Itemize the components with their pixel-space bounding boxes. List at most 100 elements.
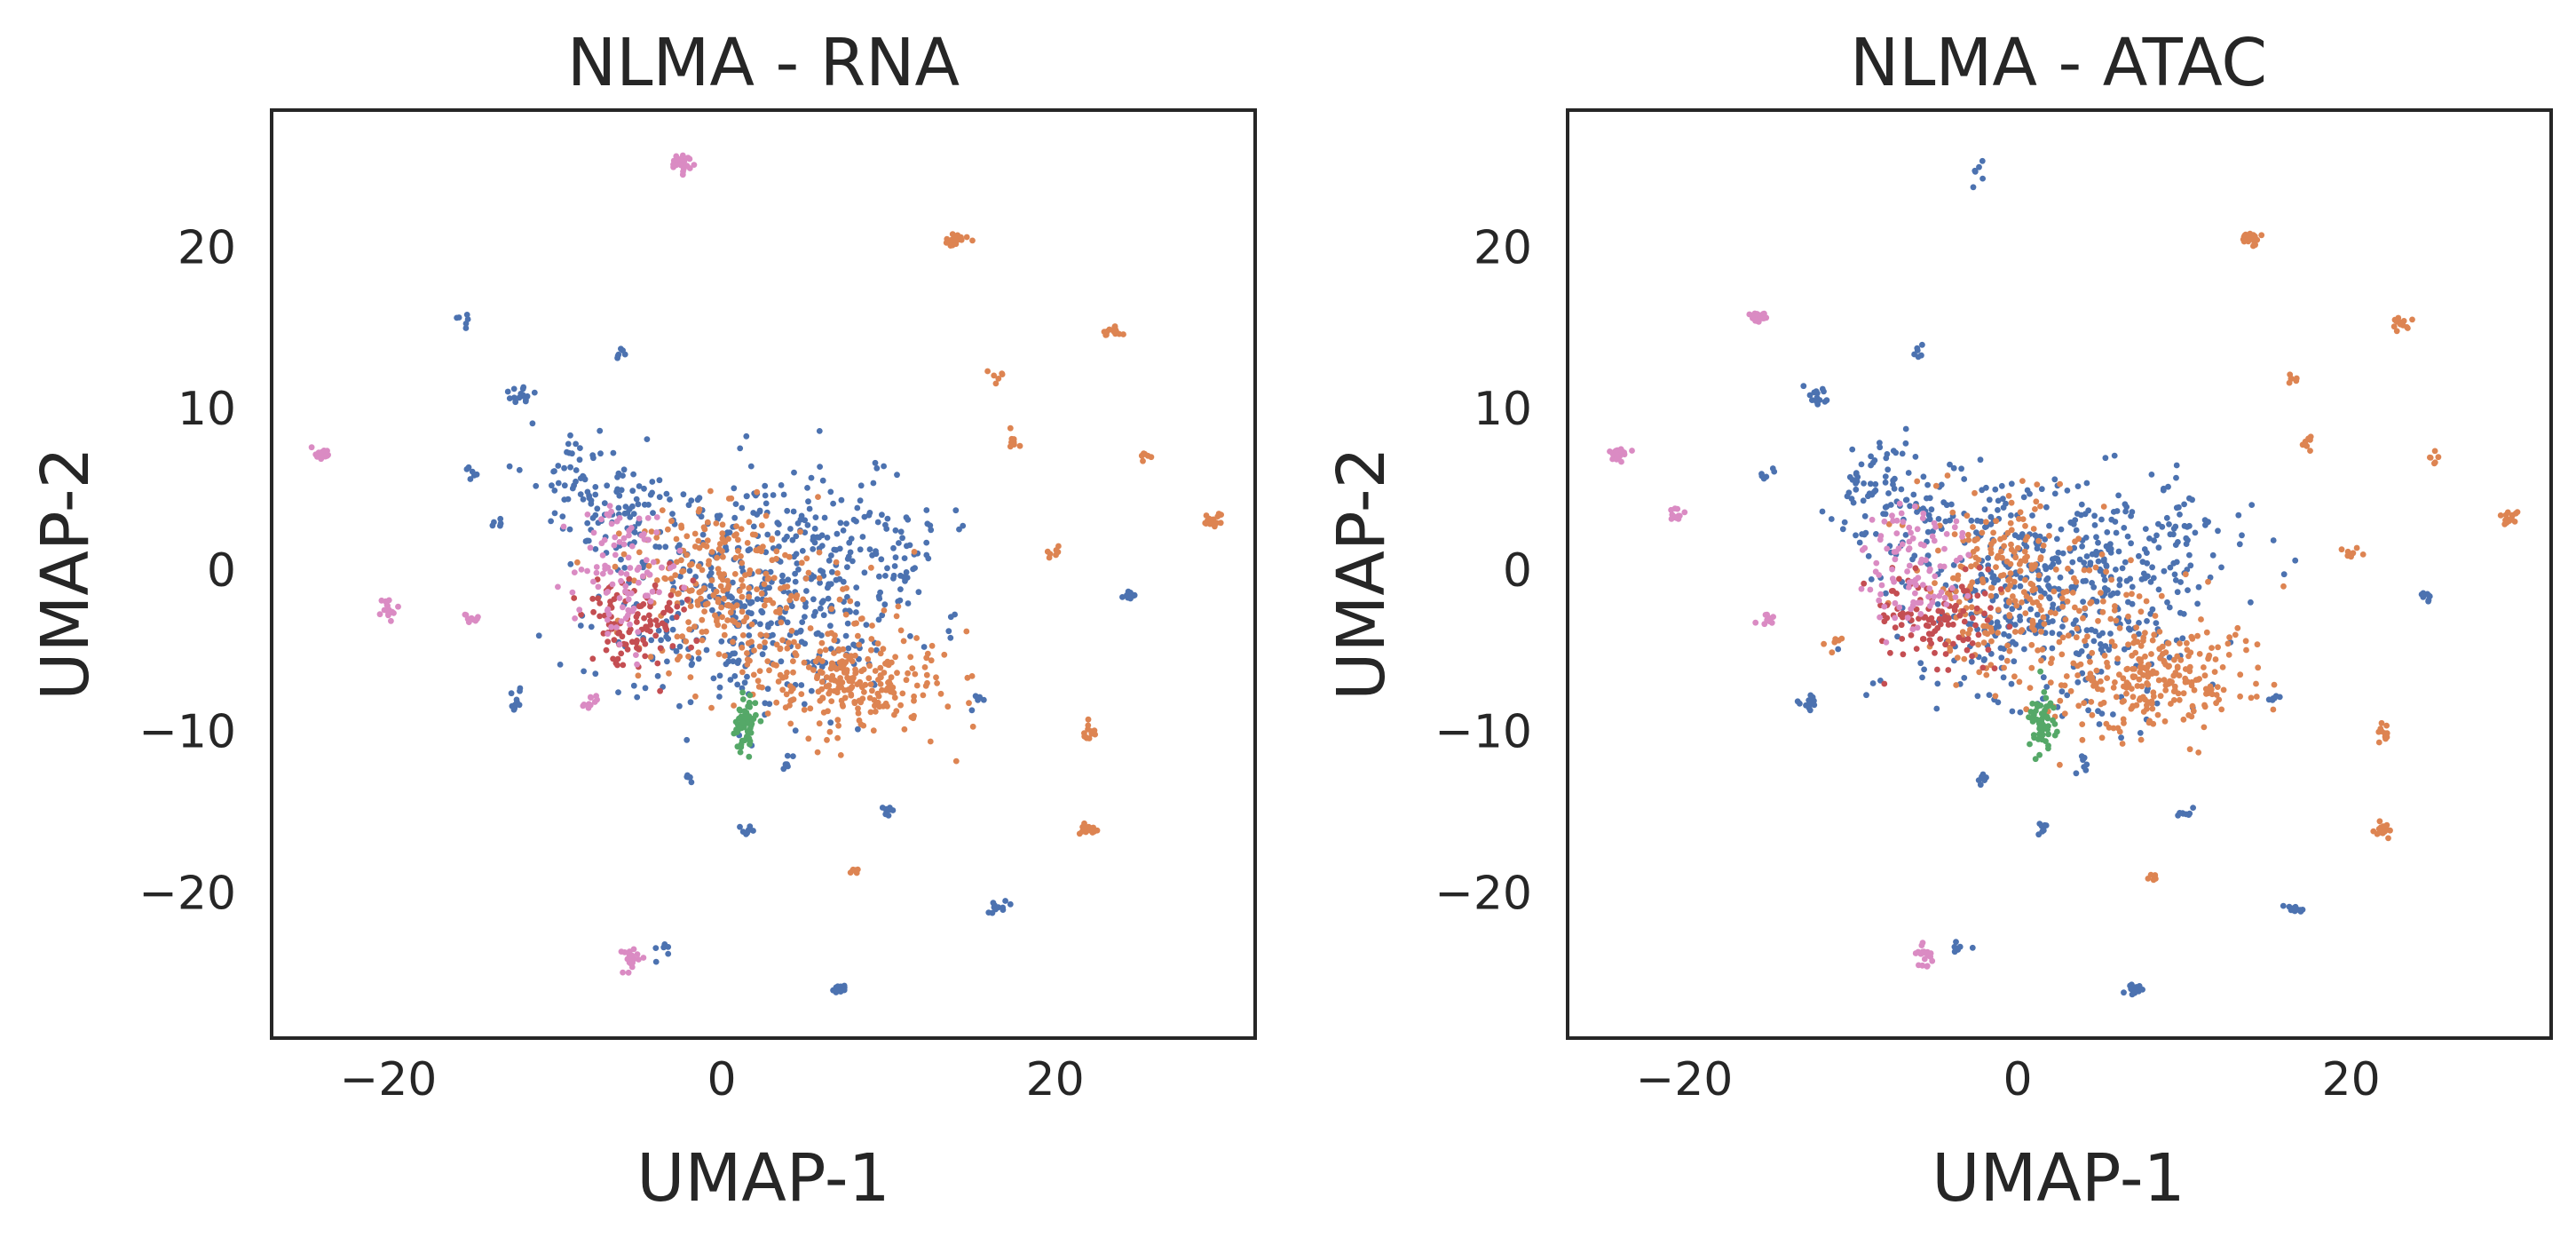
atac-point-c0	[2046, 595, 2053, 602]
atac-point-c0	[2103, 543, 2110, 550]
atac-point-c9	[1953, 518, 1960, 525]
atac-point-c33	[2185, 812, 2193, 818]
rna-point-c4	[901, 726, 908, 733]
atac-point-c5	[2015, 544, 2021, 551]
rna-point-c6	[701, 608, 707, 615]
atac-point-c5	[1914, 478, 1921, 485]
rna-point-c4	[912, 670, 919, 678]
atac-point-c9	[1890, 518, 1897, 524]
atac-point-c7	[1900, 610, 1906, 616]
atac-point-c9	[1921, 542, 1927, 549]
atac-scatter-points	[1607, 157, 2521, 998]
atac-point-c8	[1915, 599, 1922, 607]
atac-point-c8	[1917, 559, 1924, 566]
rna-point-c0	[662, 543, 669, 551]
rna-point-c40	[782, 761, 789, 768]
atac-point-c0	[2149, 564, 2156, 571]
atac-point-c8	[1927, 566, 1933, 573]
rna-point-c10	[739, 689, 746, 696]
atac-point-c0	[2021, 646, 2027, 653]
rna-point-c4	[739, 632, 747, 638]
atac-point-c4	[2172, 670, 2179, 676]
rna-point-c8	[593, 569, 600, 576]
rna-point-c0	[905, 600, 912, 607]
atac-point-c6	[2041, 621, 2048, 627]
rna-point-c3	[798, 512, 805, 519]
atac-point-c0	[1974, 693, 1981, 700]
rna-point-c9	[560, 523, 567, 530]
rna-point-c5	[717, 583, 724, 590]
atac-point-c9	[1895, 545, 1902, 552]
rna-point-c4	[855, 705, 861, 712]
rna-point-c4	[807, 705, 814, 712]
atac-point-c12	[2253, 237, 2260, 243]
rna-point-c4	[969, 723, 976, 730]
rna-point-c2	[555, 480, 562, 487]
atac-point-c3	[2163, 514, 2170, 521]
rna-point-c8	[629, 607, 636, 615]
atac-point-c1	[1907, 503, 1914, 510]
atac-point-c10	[2033, 708, 2039, 714]
rna-point-c8	[643, 592, 649, 599]
rna-point-c7	[647, 617, 653, 624]
rna-y-tick-label: 0	[207, 544, 236, 598]
rna-point-c0	[802, 614, 808, 620]
rna-point-c0	[818, 599, 826, 606]
atac-point-c2	[1882, 479, 1889, 486]
atac-point-c21	[1797, 700, 1803, 707]
rna-point-c6	[790, 658, 796, 664]
atac-point-c33	[2190, 805, 2197, 811]
rna-point-c8	[647, 598, 654, 605]
rna-point-c2	[592, 546, 599, 552]
rna-point-c2	[586, 495, 593, 502]
atac-point-c0	[2064, 692, 2071, 699]
rna-point-c23	[497, 522, 503, 529]
atac-point-c8	[1964, 592, 1972, 599]
atac-point-c7	[1984, 617, 1991, 623]
atac-point-c5	[1944, 472, 1951, 479]
atac-point-c7	[1925, 630, 1932, 638]
atac-point-c0	[2055, 549, 2062, 556]
rna-point-c2	[649, 489, 655, 496]
rna-point-c2	[577, 475, 584, 481]
rna-point-c0	[897, 528, 905, 535]
rna-point-c1	[669, 511, 676, 517]
atac-point-c12	[2258, 232, 2265, 239]
rna-point-c0	[861, 569, 868, 576]
rna-point-c10	[757, 718, 764, 725]
rna-point-c0	[827, 719, 834, 726]
atac-point-c0	[1950, 561, 1957, 568]
rna-point-c0	[879, 612, 886, 619]
rna-point-c4	[869, 687, 875, 694]
rna-point-c3	[859, 534, 866, 540]
rna-y-tick-label: 20	[178, 222, 236, 275]
atac-point-c4	[2157, 693, 2164, 700]
atac-point-c4	[2079, 736, 2086, 743]
atac-point-c0	[2147, 610, 2154, 617]
rna-point-c37	[1140, 457, 1146, 464]
rna-point-c17	[463, 312, 470, 318]
rna-point-c6	[913, 635, 920, 641]
atac-point-c2	[1885, 490, 1892, 496]
atac-point-c5	[2052, 566, 2059, 573]
atac-point-c5	[1993, 564, 1999, 570]
rna-point-c0	[827, 622, 834, 630]
atac-point-c0	[2008, 480, 2015, 488]
rna-point-c5	[752, 531, 759, 538]
atac-point-c6	[2008, 541, 2014, 548]
atac-point-c0	[2037, 587, 2044, 594]
atac-point-c24	[2135, 985, 2141, 992]
atac-point-c17	[1813, 398, 1820, 405]
rna-point-c33	[1011, 441, 1017, 448]
rna-point-c4	[922, 683, 929, 689]
atac-point-c1	[1868, 576, 1875, 583]
atac-point-c26	[2296, 907, 2303, 914]
rna-point-c4	[952, 757, 960, 765]
atac-point-c38	[2082, 766, 2090, 773]
atac-point-c7	[1973, 605, 1980, 612]
rna-point-c5	[684, 533, 691, 540]
rna-point-c21	[509, 702, 516, 710]
rna-point-c26	[841, 987, 848, 994]
rna-point-c4	[851, 700, 858, 707]
atac-point-c3	[2239, 532, 2245, 539]
